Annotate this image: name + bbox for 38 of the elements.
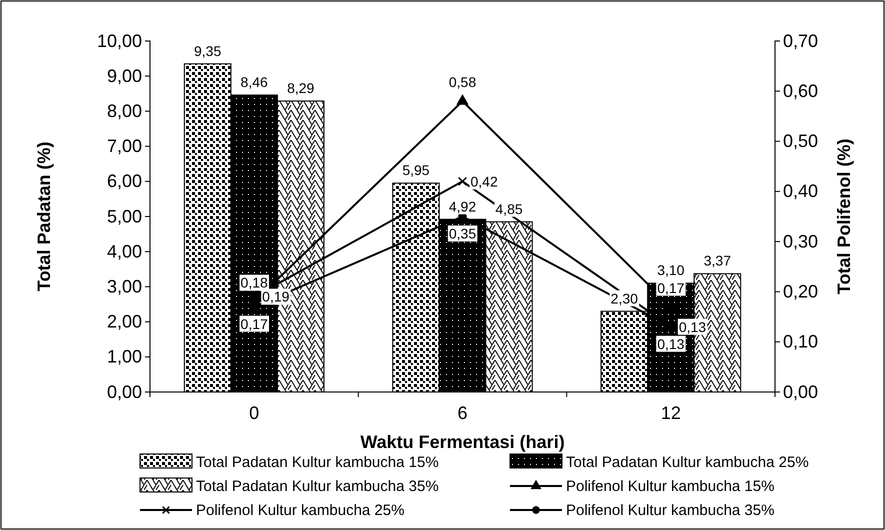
y-tick-label: 8,00: [106, 100, 142, 121]
y-tick-label: 4,00: [106, 241, 142, 262]
y2-tick-label: 0,50: [783, 131, 818, 152]
y2-tick-label: 0,60: [783, 80, 818, 101]
y2-tick-label: 0,00: [783, 382, 818, 402]
data-label: 0,58: [448, 74, 476, 90]
legend-label: Total Padatan Kultur kambucha 35%: [196, 478, 439, 495]
legend-label: Polifenol Kultur kambucha 25%: [196, 502, 404, 519]
legend-label: Total Padatan Kultur kambucha 15%: [196, 454, 439, 471]
y-tick-label: 5,00: [106, 206, 142, 226]
legend-label: Polifenol Kultur kambucha 35%: [566, 502, 774, 519]
y2-tick-label: 0,30: [783, 231, 818, 252]
y2-tick-label: 0,70: [783, 30, 818, 51]
y-tick-label: 2,00: [106, 312, 142, 332]
y2-tick-label: 0,20: [783, 281, 818, 302]
x-tick-label: 6: [457, 402, 468, 423]
y-tick-label: 9,00: [106, 66, 142, 86]
x-axis-title: Waktu Fermentasi (hari): [360, 432, 565, 452]
y-tick-label: 10,00: [96, 30, 142, 51]
data-label: 0,13: [678, 318, 706, 335]
data-label: 3,37: [704, 252, 732, 269]
legend-label: Polifenol Kultur kambucha 15%: [566, 478, 774, 495]
data-label: 9,35: [194, 42, 222, 59]
x-tick-label: 12: [660, 402, 681, 423]
y-tick-label: 1,00: [106, 346, 142, 367]
x-tick-label: 0: [249, 402, 260, 423]
y-axis-title: Total Padatan (%): [34, 142, 54, 292]
data-label: 8,29: [287, 80, 315, 96]
y2-tick-label: 0,40: [783, 181, 818, 202]
y-tick-label: 7,00: [106, 136, 142, 156]
y-tick-label: 3,00: [106, 276, 142, 296]
y2-tick-label: 0,10: [783, 332, 818, 352]
y2-axis-title: Total Polifenol (%): [834, 138, 854, 294]
y-tick-label: 0,00: [106, 382, 142, 402]
data-label: 8,46: [240, 74, 268, 90]
legend-label: Total Padatan Kultur kambucha 25%: [566, 454, 809, 471]
data-label: 0,13: [657, 336, 685, 352]
y-tick-label: 6,00: [106, 171, 142, 192]
